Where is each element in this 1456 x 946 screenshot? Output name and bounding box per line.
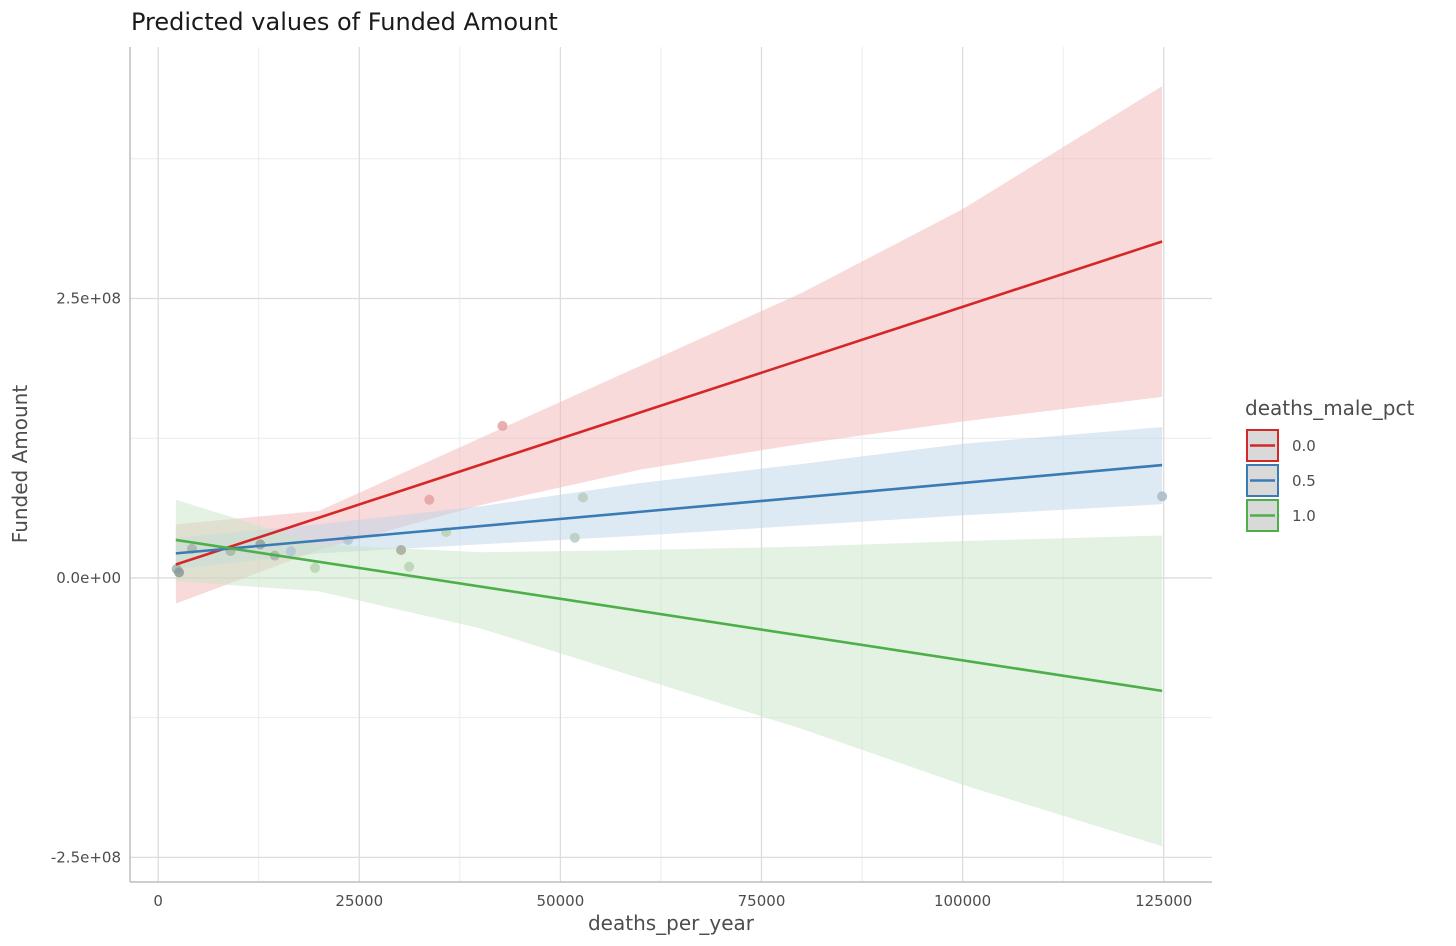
legend-entry: 0.0 [1246, 429, 1316, 462]
ci-band-2 [175, 499, 1163, 847]
y-tick-label: 2.5e+08 [56, 290, 121, 308]
series-line-1 [175, 463, 1163, 555]
data-point [1157, 491, 1168, 502]
legend-label: 1.0 [1292, 507, 1316, 525]
legend: deaths_male_pct 0.0 0.5 1.0 [1245, 396, 1414, 532]
chart-title: Predicted values of Funded Amount [131, 8, 558, 36]
x-tick-label: 50000 [537, 892, 585, 910]
x-tick-label: 125000 [1135, 892, 1192, 910]
data-point [424, 494, 435, 505]
ci-band-1 [175, 427, 1163, 570]
series-line-2 [175, 538, 1163, 693]
ci-band-0 [175, 86, 1163, 604]
data-point [396, 545, 407, 556]
data-point [174, 567, 185, 578]
data-point [310, 562, 321, 573]
x-tick-label: 100000 [934, 892, 991, 910]
y-tick-label: 0.0e+00 [56, 569, 121, 587]
x-tick-label: 75000 [738, 892, 786, 910]
legend-label: 0.5 [1292, 472, 1316, 490]
y-tick-label: -2.5e+08 [51, 848, 121, 866]
legend-entry: 1.0 [1246, 499, 1316, 532]
x-tick-label: 25000 [335, 892, 383, 910]
data-point [497, 420, 508, 431]
legend-entry: 0.5 [1246, 464, 1316, 497]
legend-title: deaths_male_pct [1245, 396, 1414, 420]
data-point [285, 546, 296, 557]
y-axis-title: Funded Amount [8, 385, 32, 544]
data-point [569, 532, 580, 543]
data-point [404, 561, 415, 572]
legend-label: 0.0 [1292, 437, 1316, 455]
x-tick-label: 0 [153, 892, 163, 910]
plot-panel: 0 25000 50000 75000 100000 125000 -2.5e+08 0.0e… [51, 47, 1212, 910]
data-point [577, 492, 588, 503]
x-axis-title: deaths_per_year [588, 911, 755, 935]
series-line-0 [175, 240, 1163, 566]
